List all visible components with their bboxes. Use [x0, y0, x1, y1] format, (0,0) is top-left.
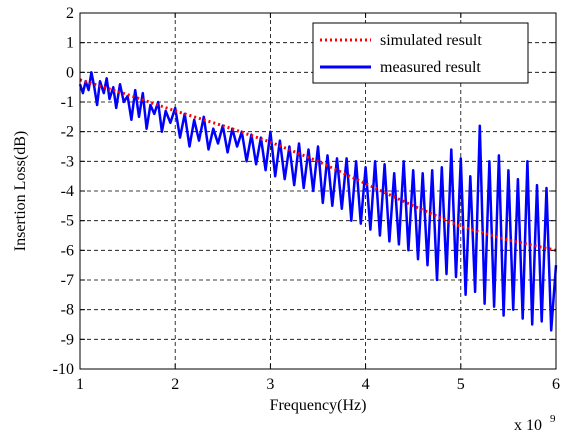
x-axis-label: Frequency(Hz) [270, 397, 367, 414]
y-tick-label: -3 [61, 153, 74, 170]
y-tick-label: -1 [61, 94, 74, 111]
x-axis-ticks: 1 2 3 4 5 6 [76, 13, 560, 393]
x-axis-exponent: x 10 [514, 417, 542, 434]
x-axis-exponent-power: 9 [550, 413, 556, 425]
legend-label-simulated: simulated result [380, 32, 482, 49]
legend: simulated result measured result [312, 22, 529, 84]
legend-box [312, 22, 529, 84]
y-tick-label: -6 [61, 242, 74, 259]
y-tick-label: 2 [66, 5, 74, 22]
x-tick-label: 5 [457, 376, 465, 393]
y-tick-label: 1 [66, 35, 74, 52]
x-tick-label: 3 [266, 376, 274, 393]
y-axis-ticks: 2 1 0 -1 -2 -3 -4 -5 -6 -7 -8 -9 -10 [53, 5, 556, 378]
x-tick-label: 1 [76, 376, 84, 393]
y-axis-label: Insertion Loss(dB) [12, 131, 29, 251]
y-tick-label: -7 [61, 272, 74, 289]
y-tick-label: -4 [61, 183, 74, 200]
x-tick-label: 6 [552, 376, 560, 393]
y-tick-label: 0 [66, 64, 74, 81]
series-line-measured [78, 71, 558, 332]
y-tick-label: -10 [53, 361, 74, 378]
x-tick-label: 2 [171, 376, 179, 393]
y-tick-label: -9 [61, 331, 74, 348]
series-lines [78, 71, 558, 332]
y-tick-label: -5 [61, 213, 74, 230]
x-tick-label: 4 [362, 376, 370, 393]
y-tick-label: -8 [61, 302, 74, 319]
legend-label-measured: measured result [380, 59, 481, 76]
series-line-simulated [79, 78, 557, 252]
y-tick-label: -2 [61, 124, 74, 141]
